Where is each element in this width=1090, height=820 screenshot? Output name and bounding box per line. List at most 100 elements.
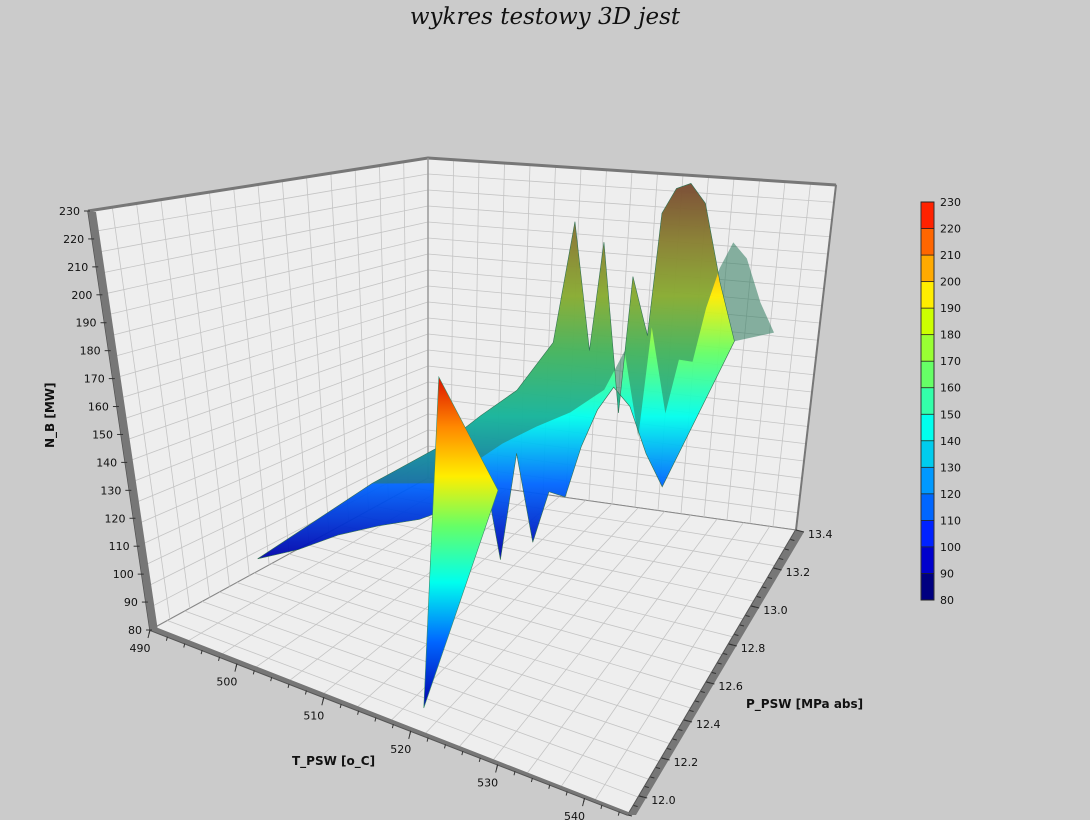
z-tick-label: 230 (59, 205, 80, 218)
colorbar-label: 210 (940, 249, 961, 262)
x-minor-tick (374, 717, 377, 722)
x-minor-tick (200, 650, 203, 655)
colorbar-label: 150 (940, 408, 961, 421)
y-minor-tick (644, 786, 649, 788)
x-tick-label: 530 (477, 777, 498, 790)
colorbar-swatch (921, 546, 934, 574)
y-minor-tick (711, 672, 717, 674)
grid-line (306, 544, 723, 656)
y-axis-title: P_PSW [MPa abs] (746, 697, 863, 712)
grid-line (233, 188, 270, 565)
frame-edge (795, 184, 837, 531)
x-minor-tick (617, 811, 620, 816)
y-tick-label: 12.0 (651, 794, 676, 807)
colorbar-label: 180 (940, 329, 961, 342)
y-tick-label: 13.4 (808, 528, 833, 541)
colorbar-swatch (921, 308, 934, 336)
colorbar-label: 90 (940, 567, 954, 580)
y-tick-label: 12.2 (674, 756, 699, 769)
z-axis-bar (88, 211, 158, 631)
colorbar-label: 80 (940, 594, 954, 607)
x-axis-bar (150, 628, 636, 815)
x-minor-tick (304, 690, 307, 695)
colorbar-swatch (921, 228, 934, 256)
x-minor-tick (426, 737, 429, 742)
y-minor-tick (734, 634, 739, 636)
grid-line (209, 192, 250, 576)
colorbar-label: 110 (940, 514, 961, 527)
x-minor-tick (357, 710, 360, 715)
y-minor-tick (784, 548, 789, 551)
x-minor-tick (565, 791, 568, 796)
y-tick-label: 12.4 (696, 718, 721, 731)
grid-line (341, 525, 744, 620)
y-tick-mark (795, 529, 805, 533)
grid-line (323, 534, 734, 638)
x-minor-tick (218, 656, 221, 662)
grid-line (354, 169, 369, 511)
y-minor-tick (723, 653, 728, 655)
colorbar-label: 170 (940, 355, 961, 368)
z-tick-label: 110 (109, 540, 130, 553)
y-minor-tick (633, 805, 638, 807)
z-tick-label: 160 (88, 401, 109, 414)
y-tick-label: 12.6 (718, 680, 743, 693)
y-minor-tick (756, 596, 761, 598)
x-minor-tick (270, 676, 273, 682)
x-minor-tick (339, 703, 342, 709)
surface-spike (423, 375, 499, 709)
x-tick-label: 540 (564, 810, 585, 820)
colorbar-label: 140 (940, 435, 961, 448)
colorbar-label: 100 (940, 541, 961, 554)
y-minor-tick (779, 558, 784, 560)
grid-line (167, 620, 639, 798)
x-minor-tick (548, 784, 551, 789)
x-minor-tick (165, 636, 168, 641)
chart-title: wykres testowy 3D jest (409, 4, 681, 30)
y-minor-tick (767, 577, 773, 579)
x-minor-tick (444, 744, 446, 749)
z-tick-label: 90 (124, 596, 138, 609)
grid-line (257, 184, 290, 555)
y-minor-tick (773, 567, 778, 570)
colorbar-label: 230 (940, 196, 961, 209)
grid-line (611, 171, 633, 505)
colorbar-label: 200 (940, 276, 961, 289)
z-tick-label: 220 (63, 233, 84, 246)
colorbar-swatch (921, 520, 934, 548)
y-minor-tick (667, 748, 672, 750)
colorbar-label: 160 (940, 382, 961, 395)
x-minor-tick (496, 764, 499, 769)
x-minor-tick (513, 771, 516, 776)
x-minor-tick (530, 777, 533, 783)
colorbar-label: 220 (940, 223, 961, 236)
colorbar-label: 130 (940, 461, 961, 474)
x-minor-tick (600, 804, 603, 810)
y-axis-bar (628, 530, 804, 815)
x-minor-tick (322, 697, 325, 702)
z-tick-label: 200 (71, 289, 92, 302)
x-minor-tick (583, 798, 586, 803)
x-minor-tick (235, 663, 238, 668)
x-minor-tick (287, 683, 290, 688)
x-minor-tick (391, 724, 394, 729)
z-tick-label: 140 (96, 456, 117, 469)
y-minor-tick (700, 691, 705, 693)
grid-line (403, 161, 409, 489)
x-minor-tick (478, 757, 481, 762)
grid-line (236, 582, 681, 727)
y-minor-tick (627, 814, 633, 817)
z-tick-label: 100 (113, 568, 134, 581)
grid-line (254, 572, 692, 709)
grid-line (111, 207, 171, 620)
colorbar-label: 120 (940, 488, 961, 501)
colorbar-swatch (921, 573, 934, 601)
y-tick-label: 13.2 (786, 566, 811, 579)
z-tick-label: 170 (84, 373, 105, 386)
y-minor-tick (650, 776, 655, 779)
colorbar-swatch (921, 440, 934, 468)
z-axis-title: N_B [MW] (43, 382, 58, 448)
grid-line (288, 553, 713, 673)
colorbar: 80 90 100 110 120 130 140 150 160 170 180 190 200 210… (920, 196, 961, 607)
